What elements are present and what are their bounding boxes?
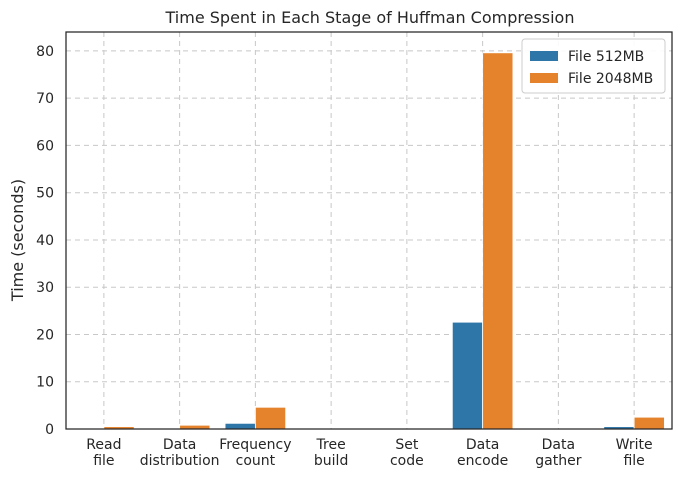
y-axis-title: Time (seconds) [8, 179, 27, 302]
y-tick-label: 70 [36, 91, 54, 107]
x-tick-label: Read [86, 437, 121, 453]
y-tick-label: 20 [36, 327, 54, 343]
x-axis-ticks: ReadfileDatadistributionFrequencycountTr… [86, 437, 652, 469]
y-tick-label: 80 [36, 44, 54, 60]
x-tick-label: Set [395, 437, 419, 453]
y-tick-label: 10 [36, 375, 54, 391]
y-tick-label: 60 [36, 138, 54, 154]
bar [254, 406, 287, 430]
x-tick-label: distribution [140, 453, 220, 469]
bar [451, 321, 484, 430]
legend-label: File 512MB [568, 49, 644, 65]
y-tick-label: 0 [45, 422, 54, 438]
x-tick-label: gather [535, 453, 581, 469]
x-tick-label: Data [542, 437, 575, 453]
x-tick-label: Frequency [219, 437, 291, 453]
bar [482, 52, 514, 430]
legend-swatch [530, 51, 558, 61]
bar [633, 416, 665, 430]
x-tick-label: Data [466, 437, 499, 453]
x-tick-label: Write [616, 437, 653, 453]
y-tick-label: 40 [36, 233, 54, 249]
x-tick-label: build [314, 453, 348, 469]
x-tick-label: file [623, 453, 644, 469]
y-tick-label: 30 [36, 280, 54, 296]
legend: File 512MB File 2048MB [521, 38, 666, 94]
x-tick-label: file [93, 453, 114, 469]
legend-swatch [530, 73, 558, 83]
x-tick-label: code [390, 453, 424, 469]
y-axis-ticks: 0 10 20 30 40 50 60 70 80 [36, 44, 54, 438]
plot-frame [65, 31, 673, 430]
legend-label: File 2048MB [568, 71, 653, 87]
x-tick-label: count [236, 453, 276, 469]
x-tick-label: encode [457, 453, 508, 469]
x-tick-label: Data [163, 437, 196, 453]
chart-title: Time Spent in Each Stage of Huffman Comp… [165, 8, 575, 27]
bar [224, 422, 256, 430]
x-tick-label: Tree [316, 437, 346, 453]
bars-layer [73, 52, 665, 430]
y-tick-label: 50 [36, 186, 54, 202]
